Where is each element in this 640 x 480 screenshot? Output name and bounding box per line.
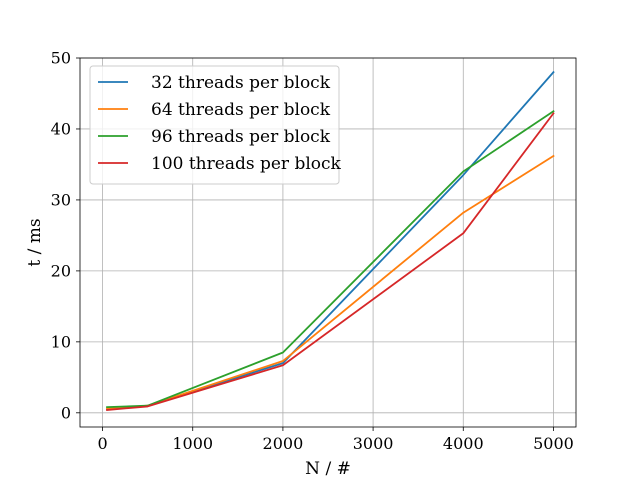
axis-ticks: 0 1000 2000 3000 4000 5000 0 10 20 30 40 50 <box>51 49 574 454</box>
x-axis-label: N / # <box>305 459 351 479</box>
x-tick-label: 4000 <box>443 434 484 453</box>
series-line-3 <box>106 112 555 411</box>
legend-label: 100 threads per block <box>151 154 342 174</box>
y-tick-label: 50 <box>51 49 71 68</box>
x-tick-label: 0 <box>97 434 107 453</box>
y-tick-label: 10 <box>51 332 71 351</box>
legend-label: 64 threads per block <box>151 100 331 120</box>
x-tick-label: 1000 <box>172 434 213 453</box>
x-tick-label: 2000 <box>263 434 304 453</box>
y-axis-label: t / ms <box>25 218 45 266</box>
y-tick-label: 30 <box>51 190 71 209</box>
legend-label: 96 threads per block <box>151 127 331 147</box>
legend-label: 32 threads per block <box>151 73 331 93</box>
series-lines <box>106 70 555 411</box>
x-tick-label: 5000 <box>533 434 574 453</box>
x-tick-label: 3000 <box>353 434 394 453</box>
plot-frame <box>79 57 577 428</box>
legend: 32 threads per block 64 threads per block… <box>89 65 342 185</box>
series-line-2 <box>106 109 555 409</box>
y-tick-label: 0 <box>61 403 71 422</box>
legend-box <box>89 65 340 185</box>
y-tick-label: 20 <box>51 261 71 280</box>
y-tick-label: 40 <box>51 119 71 138</box>
